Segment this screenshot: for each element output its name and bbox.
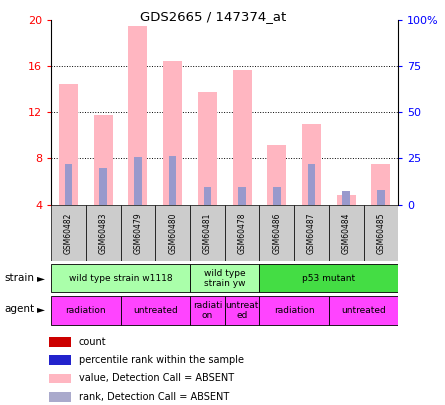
- Bar: [337, 195, 356, 205]
- Text: wild type
strain yw: wild type strain yw: [204, 269, 246, 288]
- Bar: [49, 392, 70, 402]
- Text: GSM60479: GSM60479: [134, 213, 142, 254]
- Bar: [198, 92, 217, 205]
- Bar: [86, 205, 121, 261]
- Bar: [49, 337, 70, 347]
- Bar: [225, 205, 259, 261]
- Bar: [342, 191, 350, 205]
- Bar: [59, 83, 78, 205]
- Text: GSM60486: GSM60486: [272, 213, 281, 254]
- Bar: [273, 187, 281, 205]
- Bar: [155, 205, 190, 261]
- Bar: [364, 205, 398, 261]
- Text: percentile rank within the sample: percentile rank within the sample: [79, 355, 243, 364]
- Bar: [259, 296, 329, 325]
- Bar: [302, 124, 321, 205]
- Bar: [49, 355, 70, 364]
- Bar: [294, 205, 329, 261]
- Bar: [51, 264, 190, 292]
- Bar: [129, 26, 147, 205]
- Bar: [190, 205, 225, 261]
- Text: wild type strain w1118: wild type strain w1118: [69, 274, 172, 283]
- Text: value, Detection Call = ABSENT: value, Detection Call = ABSENT: [79, 373, 234, 384]
- Bar: [377, 190, 385, 205]
- Text: GSM60482: GSM60482: [64, 213, 73, 254]
- Text: GSM60483: GSM60483: [99, 213, 108, 254]
- Text: GSM60481: GSM60481: [203, 213, 212, 254]
- Bar: [238, 187, 246, 205]
- Text: radiation: radiation: [274, 306, 315, 315]
- Bar: [49, 373, 70, 383]
- Text: GSM60484: GSM60484: [342, 213, 351, 254]
- Bar: [259, 205, 294, 261]
- Text: GSM60478: GSM60478: [238, 213, 247, 254]
- Bar: [94, 115, 113, 205]
- Text: untreated: untreated: [133, 306, 178, 315]
- Bar: [99, 168, 107, 205]
- Bar: [203, 187, 211, 205]
- Bar: [372, 164, 390, 205]
- Text: GSM60485: GSM60485: [376, 213, 385, 254]
- Text: strain: strain: [4, 273, 34, 283]
- Bar: [121, 296, 190, 325]
- Bar: [121, 205, 155, 261]
- Text: GDS2665 / 147374_at: GDS2665 / 147374_at: [141, 10, 287, 23]
- Text: ►: ►: [36, 273, 44, 283]
- Text: GSM60487: GSM60487: [307, 213, 316, 254]
- Bar: [51, 205, 86, 261]
- Bar: [233, 70, 251, 205]
- Bar: [329, 205, 364, 261]
- Bar: [169, 156, 177, 205]
- Bar: [190, 264, 259, 292]
- Bar: [134, 157, 142, 205]
- Text: agent: agent: [4, 305, 35, 314]
- Bar: [267, 145, 286, 205]
- Bar: [259, 264, 398, 292]
- Text: untreated: untreated: [341, 306, 386, 315]
- Text: p53 mutant: p53 mutant: [302, 274, 356, 283]
- Bar: [307, 164, 316, 205]
- Bar: [163, 61, 182, 205]
- Bar: [51, 296, 121, 325]
- Bar: [65, 164, 73, 205]
- Text: rank, Detection Call = ABSENT: rank, Detection Call = ABSENT: [79, 392, 229, 402]
- Text: untreat
ed: untreat ed: [226, 301, 259, 320]
- Text: ►: ►: [36, 305, 44, 314]
- Bar: [225, 296, 259, 325]
- Text: radiation: radiation: [65, 306, 106, 315]
- Text: radiati
on: radiati on: [193, 301, 222, 320]
- Bar: [190, 296, 225, 325]
- Bar: [329, 296, 398, 325]
- Text: GSM60480: GSM60480: [168, 213, 177, 254]
- Text: count: count: [79, 337, 106, 347]
